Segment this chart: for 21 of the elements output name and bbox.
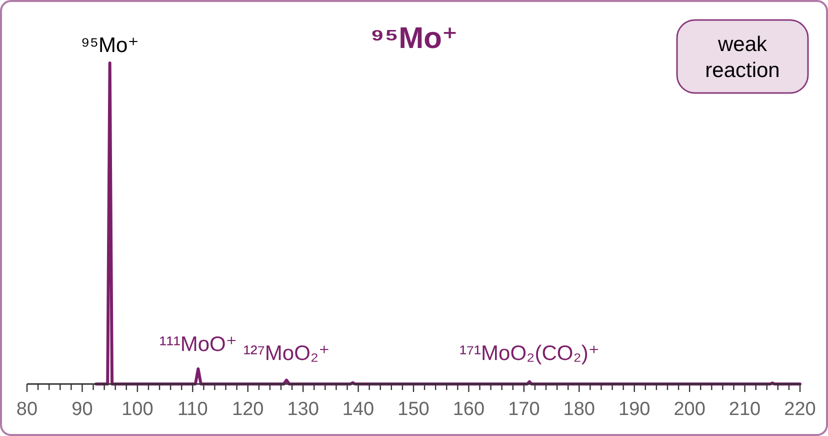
annotation: ¹⁷¹MoO₂(CO₂)⁺ — [459, 342, 600, 365]
x-tick-label: 80 — [16, 399, 38, 420]
x-tick-label: 110 — [177, 399, 208, 420]
x-tick-label: 190 — [618, 399, 650, 420]
x-tick-label: 170 — [508, 399, 540, 420]
annotation: ⁹⁵Mo⁺ — [80, 34, 139, 57]
x-tick-label: 90 — [72, 399, 93, 420]
chart-title: ⁹⁵Mo⁺ — [370, 22, 458, 55]
x-tick-label: 160 — [452, 399, 485, 420]
x-tick-label: 220 — [784, 399, 816, 420]
x-tick-label: 180 — [563, 399, 595, 420]
annotation: ¹¹¹MoO⁺ — [159, 332, 237, 356]
x-tick-label: 130 — [287, 399, 319, 420]
annotation: weak reaction — [705, 33, 780, 82]
x-tick-label: 140 — [342, 399, 374, 420]
annotation: ¹²⁷MoO₂⁺ — [243, 342, 330, 365]
x-tick-label: 210 — [728, 399, 761, 420]
x-tick-label: 100 — [122, 399, 154, 420]
x-tick-label: 200 — [674, 399, 706, 420]
x-tick-label: 120 — [232, 399, 264, 420]
x-tick-label: 150 — [398, 399, 430, 420]
